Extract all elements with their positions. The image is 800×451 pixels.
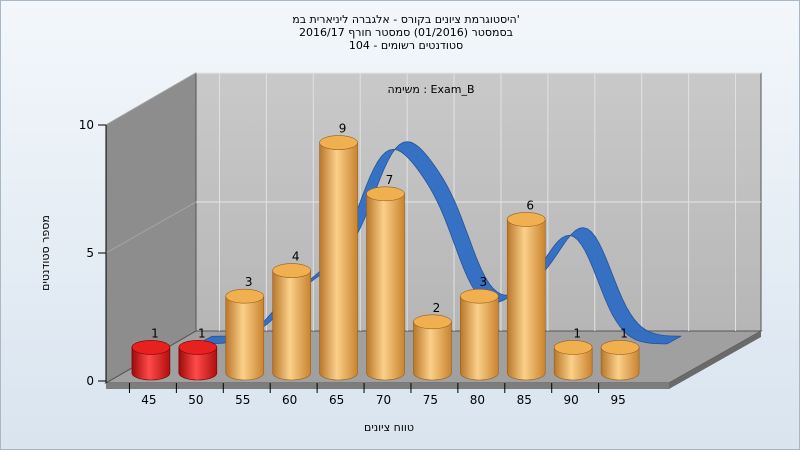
bar-top: [600, 340, 640, 355]
bar-body: [272, 270, 311, 381]
x-tick-label: 50: [188, 393, 203, 407]
bar-body: [600, 347, 640, 381]
floor-front-edge: [106, 383, 669, 389]
axis-layer: 0 5 10 45 50 55 60 65 70 75 80 85 90 95: [79, 118, 626, 407]
bar-top: [553, 340, 593, 355]
x-tick-label: 75: [423, 393, 438, 407]
bar-value-label: 4: [292, 250, 300, 264]
bar-body: [319, 142, 358, 381]
bar-value-label: 1: [198, 326, 206, 340]
bar: 9: [319, 122, 358, 381]
bars-layer: 1 1 3 4 9 7 2 3 6 1 1: [131, 122, 640, 381]
bar-value-label: 2: [433, 301, 441, 315]
y-tick-label: 0: [86, 374, 94, 388]
bar: 1: [131, 326, 171, 381]
chart-title-line-3: סטודנטים רשומים - 104: [349, 39, 463, 52]
bar-top: [225, 288, 265, 304]
bar-body: [413, 321, 452, 381]
y-axis-label: מספר סטודנטים: [39, 215, 52, 291]
chart-subtitle: משימה : Exam_B: [387, 83, 474, 96]
bar-body: [460, 295, 499, 381]
x-tick-label: 60: [282, 393, 297, 407]
bar: 1: [600, 326, 640, 381]
bar-top: [366, 186, 405, 202]
bar-body: [366, 193, 405, 381]
bar-body: [225, 295, 265, 381]
x-tick-label: 85: [517, 393, 532, 407]
bar-body: [178, 347, 218, 381]
bar-top: [319, 135, 358, 150]
bar-body: [553, 347, 593, 381]
bar: 3: [225, 275, 265, 381]
bar-top: [460, 288, 499, 304]
bar: 4: [272, 250, 311, 381]
chart-title-line-1: היסטוגרמת ציונים בקורס - אלגברה ליניארית…: [292, 13, 520, 26]
x-tick-label: 45: [141, 393, 156, 407]
bar-value-label: 9: [339, 122, 347, 136]
bar: 1: [553, 326, 593, 381]
bar: 2: [413, 301, 452, 381]
bar: 6: [506, 198, 546, 381]
grid-line-side: [105, 201, 197, 254]
y-tick-label: 10: [79, 118, 94, 132]
x-tick-label: 90: [564, 393, 579, 407]
bar-value-label: 6: [526, 198, 534, 212]
bar-body: [131, 347, 171, 381]
bar-top: [131, 340, 171, 355]
bar-top: [178, 340, 218, 355]
bar-body: [506, 219, 546, 381]
bar-value-label: 1: [573, 326, 581, 340]
bar-top: [413, 314, 452, 330]
bar: 7: [366, 173, 405, 381]
x-tick-label: 80: [470, 393, 485, 407]
floor-right-edge: [669, 331, 761, 389]
x-axis-label: טווח ציונים: [364, 421, 414, 434]
bar-value-label: 3: [480, 275, 488, 289]
bar-top: [506, 212, 546, 227]
grid-layer: [105, 72, 761, 331]
x-tick-label: 70: [376, 393, 391, 407]
bar-top: [272, 263, 311, 278]
bar-value-label: 1: [620, 326, 628, 340]
x-tick-label: 55: [235, 393, 250, 407]
grid-line-side: [105, 72, 197, 126]
x-tick-label: 65: [329, 393, 344, 407]
bar-value-label: 7: [386, 173, 394, 187]
y-tick-label: 5: [86, 246, 94, 260]
bar-value-label: 3: [245, 275, 253, 289]
bar-value-label: 1: [151, 326, 159, 340]
chart-title-line-2: בסמסטר (01/2016) סמסטר חורף 2016/17: [299, 26, 513, 39]
bar: 1: [178, 326, 218, 381]
bar: 3: [460, 275, 499, 381]
x-tick-label: 95: [610, 393, 625, 407]
